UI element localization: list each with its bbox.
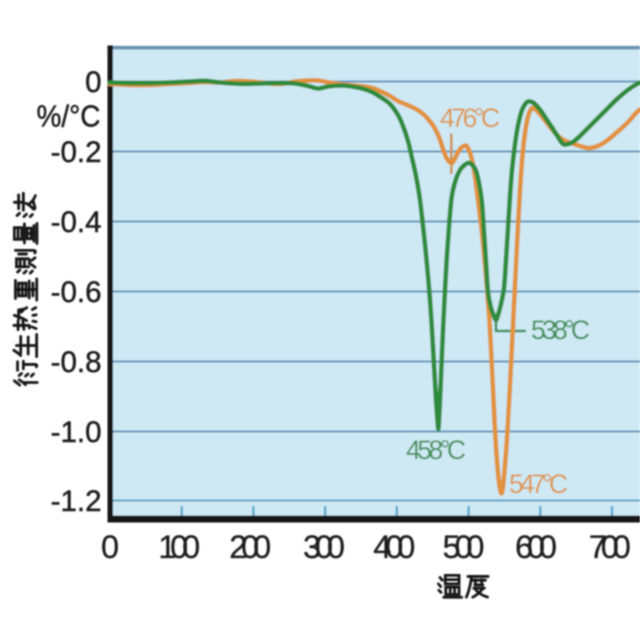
svg-text:0: 0 xyxy=(101,529,119,565)
svg-text:700: 700 xyxy=(589,529,631,565)
svg-text:476°C: 476°C xyxy=(440,103,500,133)
svg-text:-0.4: -0.4 xyxy=(51,206,102,239)
svg-text:500: 500 xyxy=(443,529,485,565)
svg-text:-0.2: -0.2 xyxy=(51,136,102,169)
svg-text:600: 600 xyxy=(515,529,557,565)
svg-text:400: 400 xyxy=(373,529,415,565)
svg-text:547°C: 547°C xyxy=(509,469,568,499)
svg-text:-0.6: -0.6 xyxy=(51,276,102,309)
svg-text:-1.2: -1.2 xyxy=(51,485,102,518)
svg-text:-1.0: -1.0 xyxy=(51,416,102,449)
svg-text:-0.8: -0.8 xyxy=(51,346,102,379)
svg-text:458°C: 458°C xyxy=(406,435,466,465)
svg-text:%/°C: %/°C xyxy=(37,99,101,134)
svg-text:0: 0 xyxy=(85,66,101,99)
svg-text:538°C: 538°C xyxy=(531,315,590,345)
svg-text:300: 300 xyxy=(303,529,345,565)
svg-text:100: 100 xyxy=(158,529,200,565)
svg-text:200: 200 xyxy=(229,529,271,565)
